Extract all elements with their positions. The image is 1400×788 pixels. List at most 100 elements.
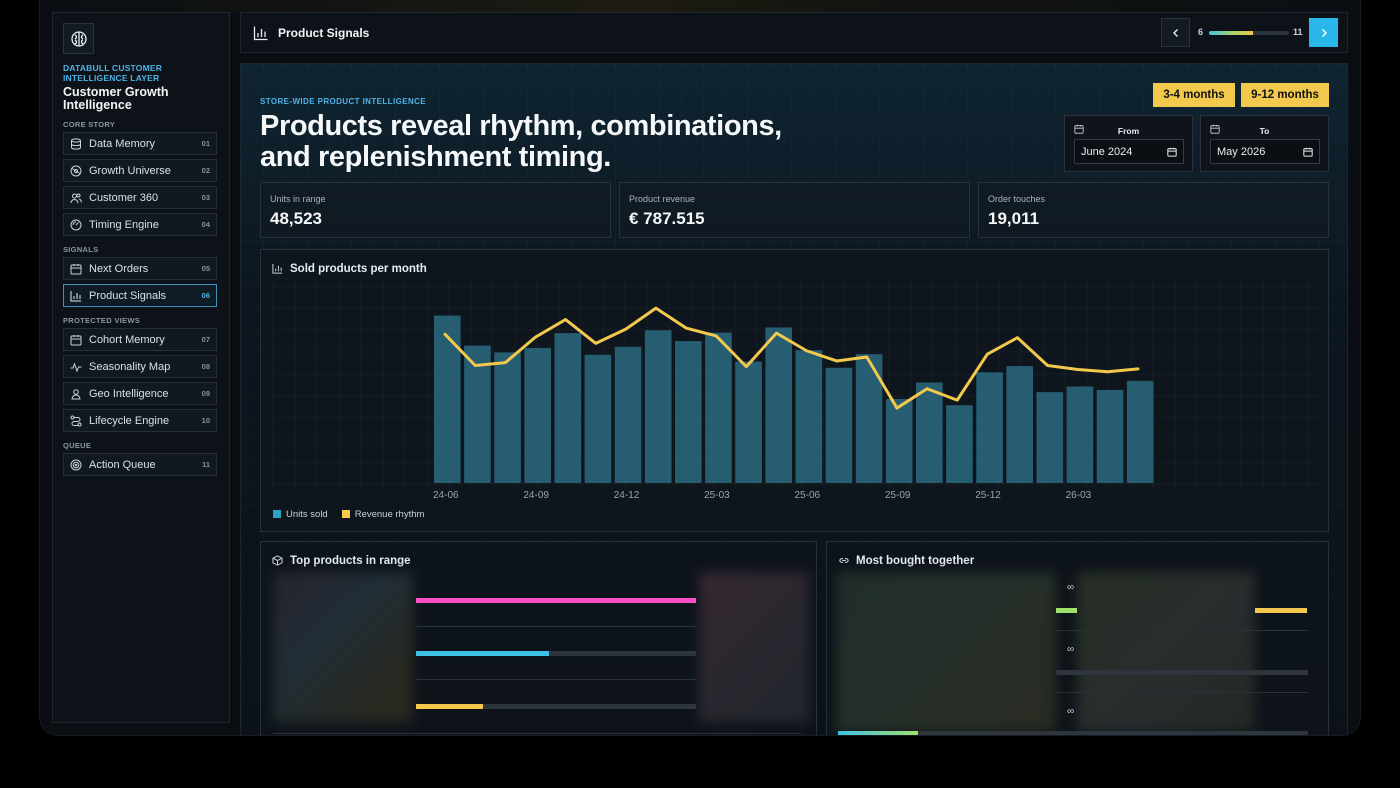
calendar-picker-icon[interactable]: [1303, 147, 1313, 157]
legend-item-units: Units sold: [273, 509, 328, 520]
product-bar-track: [416, 704, 696, 709]
link-icon: ∞: [1067, 644, 1075, 655]
x-tick-label: 26-03: [1066, 490, 1092, 501]
sidebar-item-customer-360[interactable]: Customer 360 03: [63, 186, 217, 209]
bar-units-24-11: [584, 354, 612, 483]
calendar-picker-icon[interactable]: [1167, 147, 1177, 157]
date-from-value: June 2024: [1081, 145, 1133, 158]
top-products-title: Top products in range: [290, 555, 411, 567]
bought-together-card: Most bought together ∞ ∞ ∞: [826, 541, 1329, 735]
sidebar-item-number: 02: [201, 166, 210, 175]
x-tick-label: 25-12: [975, 490, 1001, 501]
orbit-icon: [70, 165, 82, 176]
chart-legend: Units sold Revenue rhythm: [273, 509, 424, 520]
users-icon: [70, 193, 82, 203]
pair-bar-track: [1056, 670, 1308, 675]
bar-units-25-03: [705, 332, 732, 483]
sidebar-item-label: Growth Universe: [89, 164, 171, 177]
bar-units-25-12: [976, 372, 1003, 483]
bar-units-25-11: [946, 405, 973, 483]
sold-products-chart-card: 24-06 24-09 24-12 25-03 25-06 25-09 25-12 26-03…: [260, 249, 1329, 532]
redacted-product-values: [699, 572, 809, 722]
date-from-card: From June 2024: [1064, 115, 1193, 172]
sidebar-item-next-orders[interactable]: Next Orders 05: [63, 257, 217, 280]
sidebar-item-cohort-memory[interactable]: Cohort Memory 07: [63, 328, 217, 351]
sidebar-item-label: Data Memory: [89, 137, 156, 150]
calendar-icon: [70, 334, 82, 345]
sidebar-item-label: Cohort Memory: [89, 333, 165, 346]
kpi-value: 19,011: [988, 209, 1040, 228]
sidebar-item-label: Geo Intelligence: [89, 387, 169, 400]
step-current: 6: [1198, 27, 1204, 37]
row-divider: [416, 679, 696, 680]
sidebar-item-timing-engine[interactable]: Timing Engine 04: [63, 213, 217, 236]
date-from-input[interactable]: June 2024: [1074, 139, 1184, 164]
sidebar-item-lifecycle-engine[interactable]: Lifecycle Engine 10: [63, 409, 217, 432]
range-9-12-months-button[interactable]: 9-12 months: [1241, 83, 1329, 107]
step-progress-fill: [1209, 31, 1253, 35]
kpi-value: € 787.515: [629, 209, 705, 228]
pulse-icon: [70, 362, 82, 372]
kpi-value: 48,523: [270, 209, 322, 228]
nav-section-protected-views: PROTECTED VIEWS: [63, 316, 141, 325]
previous-step-button[interactable]: [1161, 18, 1190, 47]
date-from-label: From: [1117, 126, 1140, 136]
link-icon: [839, 558, 849, 563]
x-tick-label: 24-12: [614, 490, 640, 501]
sidebar-item-number: 11: [202, 460, 210, 469]
x-tick-label: 25-03: [704, 490, 730, 501]
calendar-icon: [70, 263, 82, 274]
kpi-order-touches: Order touches 19,011: [978, 182, 1329, 238]
bar-units-24-08: [494, 352, 521, 483]
sidebar-item-data-memory[interactable]: Data Memory 01: [63, 132, 217, 155]
range-3-4-months-button[interactable]: 3-4 months: [1153, 83, 1235, 107]
bar-units-24-06: [434, 315, 461, 483]
row-divider: [1056, 692, 1308, 693]
main-panel: STORE-WIDE PRODUCT INTELLIGENCE Products…: [240, 63, 1348, 735]
sidebar-item-number: 04: [201, 220, 210, 229]
route-icon: [70, 415, 82, 426]
next-step-button[interactable]: [1309, 18, 1338, 47]
row-divider: [416, 626, 696, 627]
chevron-right-icon: [1321, 28, 1327, 37]
top-bar: Product Signals 6 11: [240, 12, 1348, 53]
bar-units-25-06: [795, 350, 823, 483]
sidebar-item-number: 09: [201, 389, 210, 398]
sidebar-item-label: Action Queue: [89, 458, 156, 471]
brand-tag: DATABULL CUSTOMER INTELLIGENCE LAYER: [63, 63, 163, 83]
date-to-label: To: [1259, 126, 1270, 136]
top-glow: [40, 0, 1360, 12]
sold-products-chart: 24-06 24-09 24-12 25-03 25-06 25-09 25-12 26-03: [433, 306, 1154, 501]
sidebar-item-number: 06: [201, 291, 210, 300]
bar-chart-icon: [253, 26, 268, 41]
sidebar-item-label: Timing Engine: [89, 218, 159, 231]
bar-chart-icon: [272, 263, 283, 274]
sidebar-item-product-signals[interactable]: Product Signals 06: [63, 284, 217, 307]
sidebar-item-seasonality-map[interactable]: Seasonality Map 08: [63, 355, 217, 378]
bar-units-25-01: [644, 330, 672, 483]
pair-score-track: [918, 731, 1308, 735]
date-to-value: May 2026: [1217, 145, 1266, 158]
pair-bar-right: [1255, 608, 1307, 613]
eyebrow: STORE-WIDE PRODUCT INTELLIGENCE: [260, 97, 427, 106]
sidebar-item-number: 07: [201, 335, 210, 344]
sidebar-item-action-queue[interactable]: Action Queue 11: [63, 453, 217, 476]
target-icon: [70, 459, 82, 470]
kpi-revenue: Product revenue € 787.515: [619, 182, 970, 238]
calendar-icon: [1074, 124, 1084, 134]
brain-logo-icon[interactable]: [63, 23, 94, 54]
bar-units-24-07: [464, 345, 491, 483]
bought-together-title: Most bought together: [856, 555, 975, 567]
date-to-input[interactable]: May 2026: [1210, 139, 1320, 164]
sidebar-item-growth-universe[interactable]: Growth Universe 02: [63, 159, 217, 182]
sidebar-item-number: 08: [201, 362, 210, 371]
link-icon: ∞: [1067, 706, 1075, 717]
sidebar-item-number: 05: [201, 264, 210, 273]
sidebar-item-geo-intelligence[interactable]: Geo Intelligence 09: [63, 382, 217, 405]
bar-units-24-12: [614, 346, 642, 483]
sidebar: DATABULL CUSTOMER INTELLIGENCE LAYER Cus…: [52, 12, 230, 723]
sidebar-item-number: 01: [201, 139, 210, 148]
bar-units-26-05: [1126, 380, 1154, 483]
legend-label: Units sold: [286, 509, 328, 520]
page-title: Product Signals: [278, 26, 370, 40]
